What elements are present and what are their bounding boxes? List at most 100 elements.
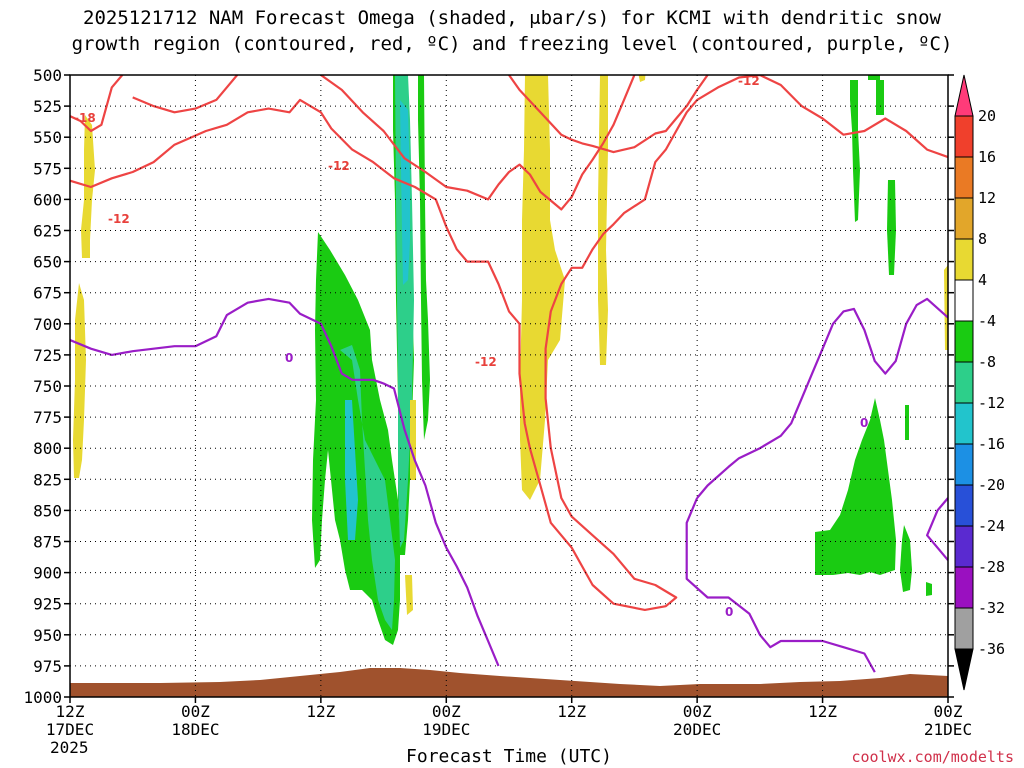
colorbar-swatch-7 — [954, 361, 974, 404]
x-tick-date-1: 18DEC — [171, 720, 219, 739]
y-tick-label-625: 625 — [33, 222, 62, 241]
colorbar-swatch-6 — [954, 320, 974, 363]
colorbar-swatch-8 — [954, 402, 974, 445]
omega-shade-green-right2 — [868, 75, 880, 80]
y-tick-label-750: 750 — [33, 377, 62, 396]
x-tick-label-1: 00Z — [181, 702, 210, 721]
contour-label-purple-3: 0 — [860, 416, 868, 430]
omega-shade-yellow-small1 — [410, 400, 416, 480]
plot-background — [70, 75, 948, 697]
omega-shade-yellow-top — [638, 75, 646, 82]
y-tick-label-825: 825 — [33, 470, 62, 489]
colorbar-label-10: -24 — [978, 517, 1005, 535]
freezing-contour-1 — [696, 297, 948, 499]
x-tick-label-7: 00Z — [934, 702, 963, 721]
freezing-contour-0 — [70, 297, 500, 667]
colorbar-label-3: 8 — [978, 230, 987, 248]
omega-shade-green-thin — [418, 75, 430, 440]
y-tick-label-900: 900 — [33, 564, 62, 583]
colorbar-top-arrow — [954, 74, 974, 117]
omega-shade-yellow-small2 — [405, 575, 413, 615]
y-tick-label-600: 600 — [33, 190, 62, 209]
colorbar-label-7: -12 — [978, 394, 1005, 412]
x-tick-date-7: 21DEC — [924, 720, 972, 739]
omega-shade-yellow-leftlower — [73, 283, 86, 478]
colorbar-label-5: -4 — [978, 312, 996, 330]
colorbar-swatch-4 — [954, 238, 974, 281]
dendritic-contour-0 — [70, 75, 124, 133]
contour-label-red-2: -12 — [108, 212, 130, 226]
colorbar-swatch-12 — [954, 566, 974, 609]
y-tick-label-875: 875 — [33, 533, 62, 552]
omega-shade-green-sliver — [905, 405, 909, 440]
y-tick-label-700: 700 — [33, 315, 62, 334]
contour-label-red-3: -12 — [328, 159, 350, 173]
contour-label-red-5: -12 — [738, 74, 760, 88]
y-tick-label-775: 775 — [33, 408, 62, 427]
omega-shade-yellow-right — [944, 265, 948, 350]
colorbar-label-13: -36 — [978, 640, 1005, 658]
colorbar-swatch-10 — [954, 484, 974, 527]
omega-shade-yellow-narrow — [598, 75, 608, 365]
colorbar-label-8: -16 — [978, 435, 1005, 453]
chart-title-line2: growth region (contoured, red, ºC) and f… — [72, 33, 953, 55]
x-tick-label-2: 12Z — [306, 702, 335, 721]
y-tick-label-975: 975 — [33, 657, 62, 676]
colorbar-swatch-5 — [954, 279, 974, 322]
y-tick-label-550: 550 — [33, 128, 62, 147]
colorbar-label-0: 20 — [978, 107, 996, 125]
chart-title-line1: 2025121712 NAM Forecast Omega (shaded, μ… — [83, 7, 941, 29]
y-tick-label-1000: 1000 — [23, 688, 62, 707]
colorbar-swatch-11 — [954, 525, 974, 568]
omega-shade-green-lowright — [815, 398, 896, 575]
colorbar-label-2: 12 — [978, 189, 996, 207]
grid-lines — [70, 75, 948, 697]
x-tick-date-5: 20DEC — [673, 720, 721, 739]
omega-shade-green-right3 — [876, 80, 884, 115]
x-axis-title: Forecast Time (UTC) — [406, 746, 612, 767]
contour-label-purple-1: 0 — [285, 351, 293, 365]
y-tick-label-725: 725 — [33, 346, 62, 365]
contour-label-red-4: -12 — [475, 355, 497, 369]
x-tick-date-3: 19DEC — [422, 720, 470, 739]
dendritic-contour-3 — [320, 75, 636, 211]
y-tick-label-500: 500 — [33, 66, 62, 85]
freezing-contour-3 — [926, 497, 948, 561]
freezing-contour-2 — [685, 497, 876, 673]
x-tick-label-0: 12Z — [56, 702, 85, 721]
omega-shade-cyan-mid — [345, 400, 358, 540]
y-tick-label-575: 575 — [33, 159, 62, 178]
dendritic-contour-2 — [508, 75, 709, 154]
colorbar-label-11: -28 — [978, 558, 1005, 576]
contour-labels: -18 -12 -12 -12 -12 0 0 0 — [74, 74, 868, 619]
omega-shade-yellow-center — [520, 75, 565, 500]
dendritic-contour-4 — [132, 75, 239, 114]
y-tick-label-800: 800 — [33, 439, 62, 458]
dendritic-contour-1 — [70, 75, 948, 611]
y-axis: 500 525 550 575 600 625 650 675 700 725 750 775 800 8… — [23, 66, 954, 707]
omega-shade-cyan-upper — [400, 100, 410, 285]
colorbar-bottom-arrow — [954, 648, 974, 691]
y-tick-label-675: 675 — [33, 284, 62, 303]
y-tick-label-525: 525 — [33, 97, 62, 116]
omega-shade-green-right1 — [850, 80, 860, 222]
x-tick-year-0: 2025 — [50, 738, 89, 757]
colorbar-swatch-13 — [954, 607, 974, 650]
colorbar: 20 16 12 8 4 -4 -8 -12 -16 -20 -24 -28 -32 -36 — [954, 74, 1005, 691]
omega-shade-green-lowright2 — [900, 525, 912, 592]
colorbar-label-12: -32 — [978, 599, 1005, 617]
colorbar-swatch-3 — [954, 197, 974, 240]
colorbar-swatch-1 — [954, 115, 974, 158]
credit-text: coolwx.com/modelts — [851, 748, 1014, 766]
y-tick-label-925: 925 — [33, 595, 62, 614]
omega-shade-green-right4 — [887, 180, 896, 275]
colorbar-label-6: -8 — [978, 353, 996, 371]
colorbar-label-4: 4 — [978, 271, 987, 289]
colorbar-swatch-9 — [954, 443, 974, 486]
colorbar-label-1: 16 — [978, 148, 996, 166]
contour-lines — [70, 75, 948, 673]
x-tick-label-5: 00Z — [683, 702, 712, 721]
y-tick-label-850: 850 — [33, 501, 62, 520]
x-tick-label-4: 12Z — [557, 702, 586, 721]
